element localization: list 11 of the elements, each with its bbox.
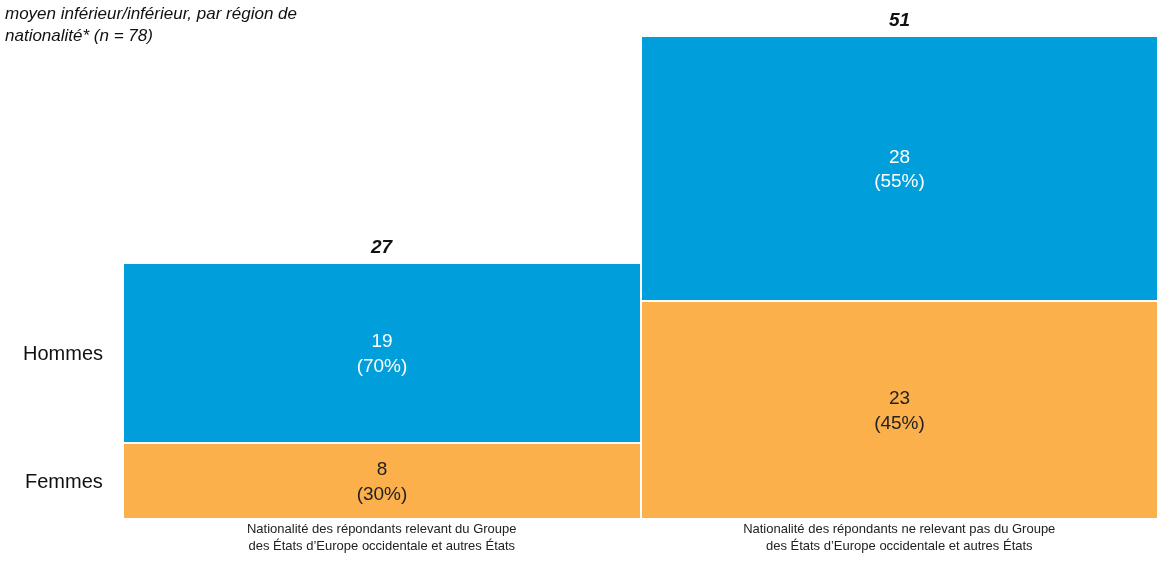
x-tick-label: Nationalité des répondants ne relevant pas du Groupe des États d’Europe occidentale et autres États	[743, 521, 1056, 553]
total-label: 51	[889, 9, 911, 30]
series-label: Hommes	[23, 342, 104, 364]
data-label: 28 (55%)	[874, 145, 925, 192]
chart-title: moyen inférieur/inférieur, par région de nationalité* (n = 78)	[5, 4, 297, 46]
x-tick-label: Nationalité des répondants relevant du Groupe des États d’Europe occidentale et autres États	[246, 521, 517, 553]
data-label: 8 (30%)	[356, 458, 408, 504]
data-label: 19 (70%)	[356, 330, 408, 376]
data-label: 23 (45%)	[874, 387, 925, 433]
total-label: 27	[370, 236, 394, 257]
series-label: Femmes	[25, 470, 103, 492]
